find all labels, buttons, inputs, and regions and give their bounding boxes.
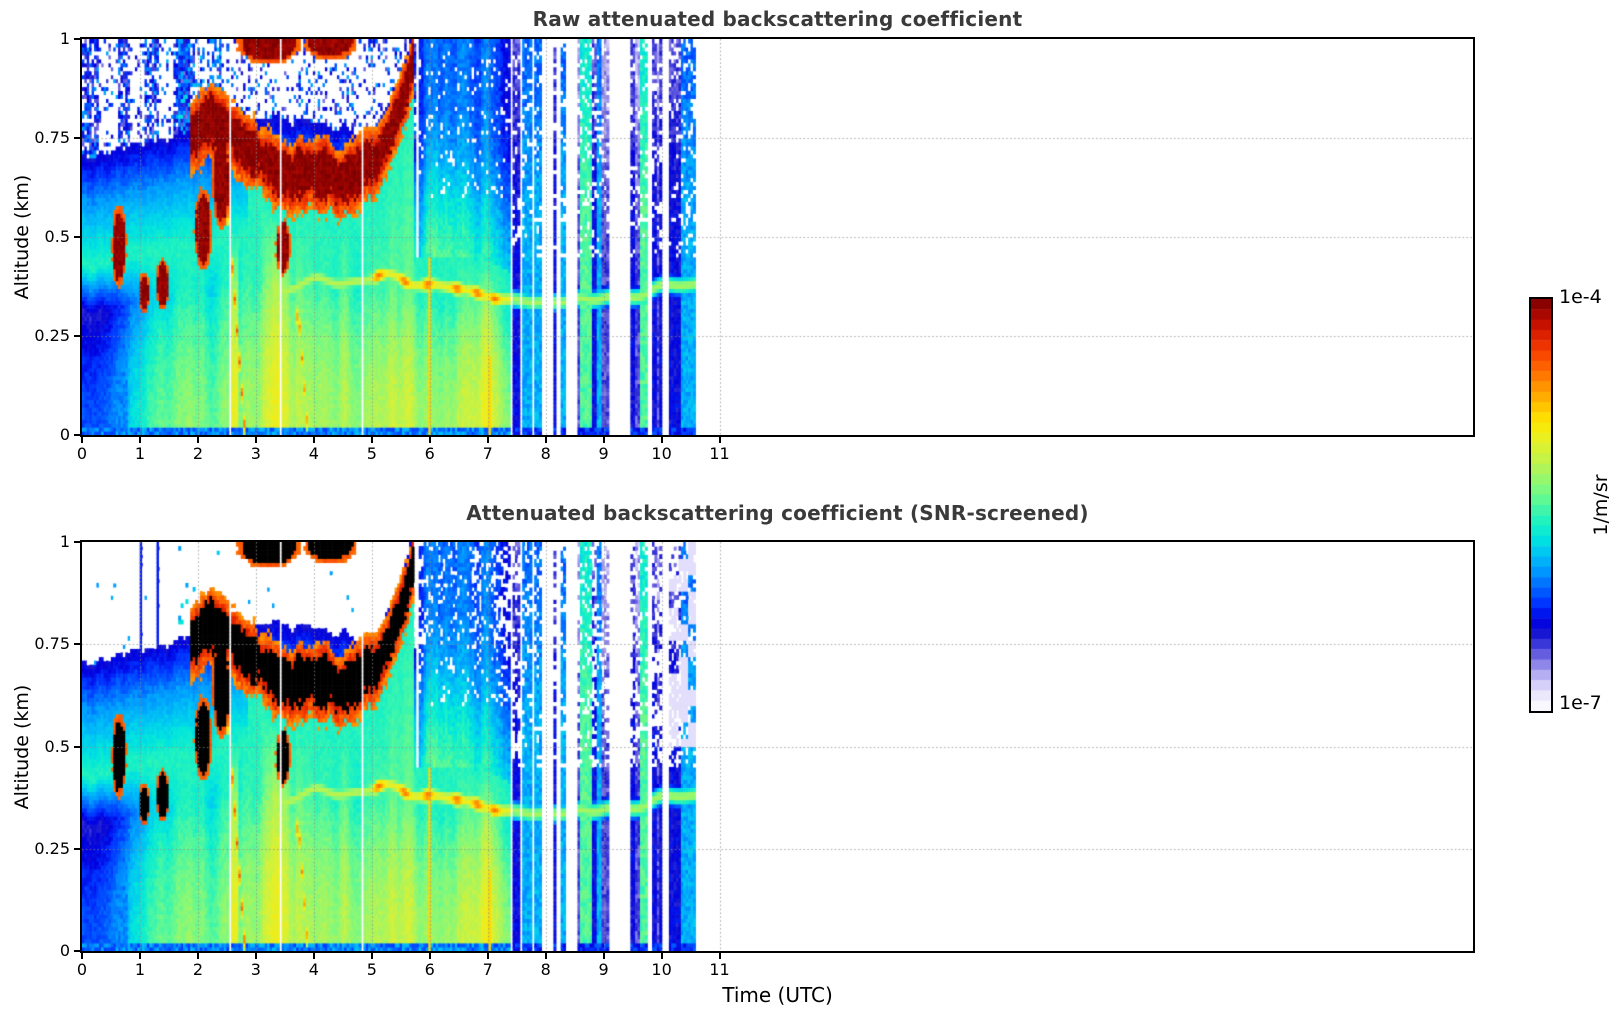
y-tick-mark bbox=[74, 434, 80, 436]
x-tick-label: 10 bbox=[651, 444, 672, 463]
x-tick-label: 8 bbox=[540, 960, 551, 979]
y-tick-mark bbox=[74, 950, 80, 952]
x-tick-mark bbox=[196, 953, 199, 959]
colorbar-unit-label: 1/m/sr bbox=[1590, 474, 1612, 536]
x-tick-label: 11 bbox=[709, 444, 730, 463]
x-tick-mark bbox=[718, 953, 721, 959]
y-tick-label: 0.25 bbox=[34, 838, 70, 858]
x-tick-mark bbox=[254, 953, 257, 959]
x-tick-mark bbox=[602, 437, 605, 443]
x-tick-label: 6 bbox=[424, 444, 435, 463]
screened-heatmap-canvas bbox=[82, 542, 1473, 951]
x-tick-mark bbox=[660, 953, 663, 959]
y-tick-mark bbox=[74, 38, 80, 40]
y-tick-label: 0.5 bbox=[44, 227, 70, 246]
x-tick-label: 9 bbox=[598, 444, 609, 463]
y-tick-mark bbox=[74, 643, 80, 646]
x-tick-mark bbox=[486, 953, 489, 959]
x-tick-mark bbox=[312, 437, 315, 443]
screened-panel-title: Attenuated backscattering coefficient (S… bbox=[466, 501, 1089, 525]
y-tick-mark bbox=[74, 745, 80, 748]
x-tick-mark bbox=[486, 437, 489, 443]
x-tick-mark bbox=[312, 953, 315, 959]
x-tick-label: 0 bbox=[76, 444, 88, 463]
x-tick-label: 10 bbox=[651, 960, 672, 979]
y-tick-mark bbox=[74, 137, 80, 139]
screened-heatmap-panel bbox=[80, 540, 1475, 953]
y-tick-label: 0 bbox=[59, 941, 70, 960]
x-tick-mark bbox=[660, 437, 663, 443]
y-tick-mark bbox=[74, 335, 80, 337]
x-tick-mark bbox=[544, 437, 547, 443]
x-tick-mark bbox=[254, 437, 257, 443]
raw-panel-title: Raw attenuated backscattering coefficien… bbox=[532, 7, 1023, 31]
x-tick-label: 6 bbox=[424, 960, 435, 979]
y-tick-mark bbox=[74, 847, 80, 850]
x-tick-mark bbox=[81, 437, 83, 443]
raw-heatmap-panel bbox=[80, 37, 1475, 437]
x-tick-mark bbox=[370, 437, 373, 443]
colorbar-max-label: 1e-4 bbox=[1559, 286, 1602, 308]
x-tick-mark bbox=[428, 953, 431, 959]
x-tick-label: 3 bbox=[250, 960, 261, 979]
x-tick-mark bbox=[138, 953, 141, 959]
x-tick-mark bbox=[370, 953, 373, 959]
x-tick-label: 1 bbox=[134, 444, 146, 463]
y-tick-label: 1 bbox=[59, 532, 70, 551]
x-tick-label: 9 bbox=[598, 960, 609, 979]
y-tick-label: 0 bbox=[59, 425, 70, 444]
x-tick-label: 2 bbox=[192, 960, 203, 979]
y-tick-mark bbox=[74, 541, 80, 543]
x-tick-label: 7 bbox=[482, 444, 493, 463]
x-tick-mark bbox=[718, 437, 721, 443]
colorbar-min-label: 1e-7 bbox=[1559, 692, 1602, 714]
x-tick-label: 4 bbox=[308, 960, 319, 979]
colorbar-canvas bbox=[1531, 299, 1551, 711]
y-tick-label: 0.25 bbox=[34, 326, 70, 345]
x-tick-mark bbox=[428, 437, 431, 443]
x-tick-label: 8 bbox=[540, 444, 551, 463]
x-tick-label: 5 bbox=[366, 444, 377, 463]
x-tick-label: 11 bbox=[709, 960, 730, 979]
x-tick-label: 7 bbox=[482, 960, 493, 979]
x-tick-mark bbox=[196, 437, 199, 443]
x-tick-label: 1 bbox=[134, 960, 146, 979]
x-tick-label: 5 bbox=[366, 960, 377, 979]
y-tick-mark bbox=[74, 236, 80, 238]
y-tick-label: 0.5 bbox=[44, 736, 70, 756]
y-tick-label: 0.75 bbox=[34, 128, 70, 147]
y-tick-label: 0.75 bbox=[34, 634, 70, 654]
x-axis-label: Time (UTC) bbox=[722, 983, 833, 1007]
x-tick-label: 4 bbox=[308, 444, 319, 463]
x-tick-mark bbox=[602, 953, 605, 959]
x-tick-label: 3 bbox=[250, 444, 261, 463]
y-tick-label: 1 bbox=[59, 29, 70, 48]
x-tick-label: 0 bbox=[76, 960, 88, 979]
raw-heatmap-canvas bbox=[82, 39, 1473, 435]
x-tick-mark bbox=[138, 437, 141, 443]
x-tick-label: 2 bbox=[192, 444, 203, 463]
x-tick-mark bbox=[81, 953, 83, 959]
colorbar bbox=[1529, 297, 1553, 713]
x-tick-mark bbox=[544, 953, 547, 959]
